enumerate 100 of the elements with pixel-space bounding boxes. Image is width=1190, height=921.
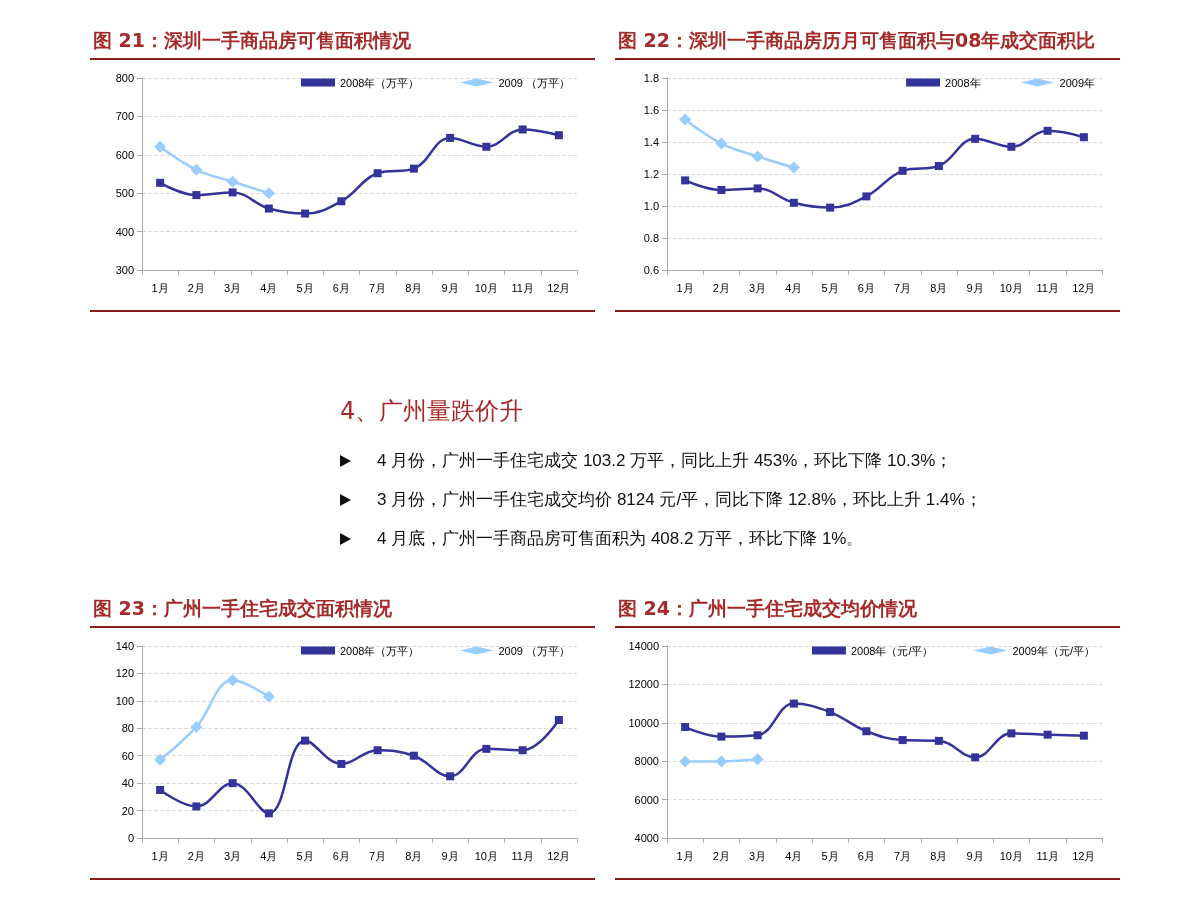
point xyxy=(518,746,527,755)
x-tick-label: 5月 xyxy=(296,281,314,294)
y-tick-label: 140 xyxy=(115,640,134,652)
y-tick-label: 8000 xyxy=(634,755,659,768)
x-tick-label: 4月 xyxy=(785,849,803,862)
legend-label: 2008年（万平） xyxy=(340,76,420,89)
y-tick-label: 6000 xyxy=(634,793,659,806)
point xyxy=(681,723,690,732)
point xyxy=(1043,730,1052,739)
point xyxy=(971,753,980,762)
y-tick-label: 400 xyxy=(115,225,134,238)
y-tick-label: 1.2 xyxy=(643,168,659,180)
y-tick-label: 1.0 xyxy=(643,200,659,212)
point xyxy=(192,802,201,811)
x-tick-label: 9月 xyxy=(441,849,459,862)
y-tick-label: 300 xyxy=(115,264,134,276)
legend-label: 2008年（万平） xyxy=(340,644,420,657)
point xyxy=(789,198,798,207)
point xyxy=(753,731,762,740)
point xyxy=(228,779,237,788)
chart-title: 图 21：深圳一手商品房可售面积情况 xyxy=(90,28,595,60)
point xyxy=(190,720,203,733)
point xyxy=(373,746,382,755)
point xyxy=(409,751,418,760)
chart-title: 图 22：深圳一手商品房历月可售面积与08年成交面积比 xyxy=(615,28,1120,60)
x-tick-label: 1月 xyxy=(676,849,694,862)
point xyxy=(753,184,762,193)
point xyxy=(679,113,692,126)
x-tick-label: 7月 xyxy=(894,849,912,862)
y-tick-label: 600 xyxy=(115,148,134,161)
point xyxy=(1079,133,1088,142)
point xyxy=(554,716,563,725)
legend-label: 2009年 xyxy=(1059,76,1096,89)
x-tick-label: 3月 xyxy=(749,281,767,294)
legend-label: 2009年（元/平） xyxy=(1012,644,1095,657)
x-tick-label: 7月 xyxy=(894,281,912,294)
x-tick-label: 3月 xyxy=(224,849,242,862)
y-tick-label: 0.8 xyxy=(643,232,659,244)
legend-label: 2008年（元/平） xyxy=(850,644,934,657)
point xyxy=(446,772,455,781)
x-tick-label: 12月 xyxy=(547,849,571,862)
point xyxy=(301,736,310,745)
y-tick-label: 500 xyxy=(115,187,134,200)
y-tick-label: 100 xyxy=(115,694,134,707)
text: 4 月底，广州一手商品房可售面积为 408.2 万平，环比下降 1%。 xyxy=(377,528,864,550)
x-tick-label: 11月 xyxy=(1036,281,1059,294)
point xyxy=(826,203,835,212)
x-tick-label: 3月 xyxy=(224,281,242,294)
point xyxy=(1043,126,1052,135)
y-tick-label: 80 xyxy=(121,722,134,735)
x-tick-label: 11月 xyxy=(511,849,534,862)
x-tick-label: 5月 xyxy=(296,849,314,862)
x-tick-label: 8月 xyxy=(405,281,423,294)
point xyxy=(971,134,980,143)
x-tick-label: 12月 xyxy=(547,281,571,294)
x-tick-label: 12月 xyxy=(1072,849,1096,862)
point xyxy=(715,755,728,768)
legend-label: 2008年 xyxy=(945,76,981,89)
x-tick-label: 6月 xyxy=(857,849,875,862)
point xyxy=(190,163,203,176)
y-tick-label: 40 xyxy=(121,777,134,790)
point xyxy=(862,727,871,736)
point xyxy=(826,708,835,717)
x-tick-label: 6月 xyxy=(857,281,875,294)
point xyxy=(156,786,165,794)
x-tick-label: 2月 xyxy=(187,849,205,862)
x-tick-label: 10月 xyxy=(474,281,498,294)
point xyxy=(751,753,764,766)
y-tick-label: 10000 xyxy=(628,716,659,729)
y-tick-label: 60 xyxy=(121,749,134,762)
y-tick-label: 1.6 xyxy=(643,104,659,116)
x-tick-label: 9月 xyxy=(966,849,984,862)
y-tick-label: 20 xyxy=(121,804,134,817)
y-tick-label: 14000 xyxy=(628,640,659,652)
x-tick-label: 8月 xyxy=(930,849,948,862)
x-tick-label: 10月 xyxy=(999,849,1023,862)
point xyxy=(715,137,728,150)
point xyxy=(337,197,346,206)
x-tick-label: 2月 xyxy=(712,281,730,294)
x-tick-label: 5月 xyxy=(821,281,839,294)
point xyxy=(787,161,800,174)
x-tick-label: 11月 xyxy=(1036,849,1059,862)
point xyxy=(226,175,239,188)
point xyxy=(228,188,237,197)
x-tick-label: 11月 xyxy=(511,281,534,294)
point xyxy=(262,690,275,703)
x-tick-label: 1月 xyxy=(676,281,694,294)
x-tick-label: 7月 xyxy=(369,849,387,862)
y-tick-label: 12000 xyxy=(628,678,659,691)
point xyxy=(482,142,491,151)
y-tick-label: 4000 xyxy=(634,832,659,844)
point xyxy=(373,169,382,178)
chart-title: 图 24：广州一手住宅成交均价情况 xyxy=(615,596,1120,628)
x-tick-label: 6月 xyxy=(332,849,350,862)
point xyxy=(301,209,310,218)
x-tick-label: 4月 xyxy=(785,281,803,294)
point xyxy=(789,699,798,708)
x-tick-label: 8月 xyxy=(930,281,948,294)
text: 4、广州量跌价升 xyxy=(340,396,525,427)
point xyxy=(898,736,907,745)
